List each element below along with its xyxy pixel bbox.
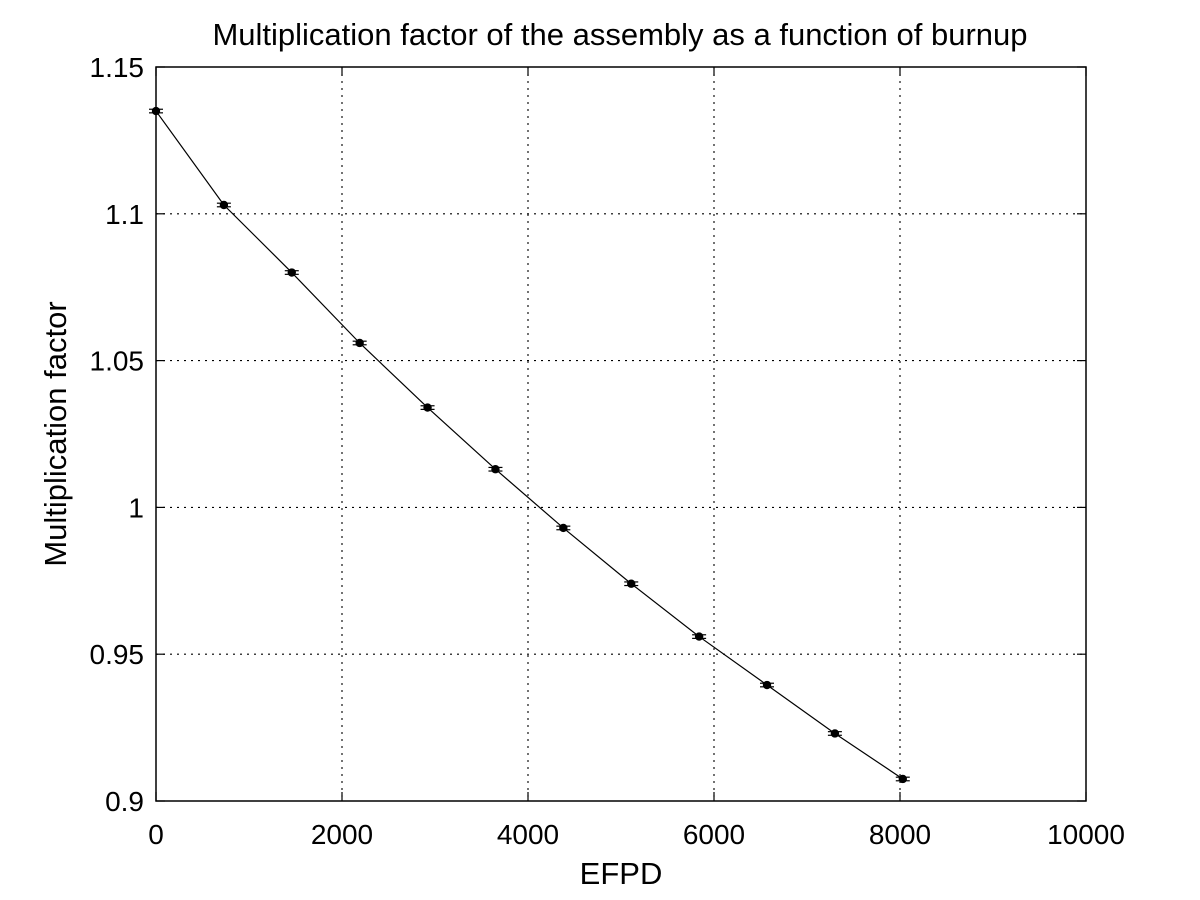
axes: 0 2000 4000 6000 8000 10000 0.9 0.95 1 1.05 1.1 1.1… <box>90 52 1125 850</box>
y-tick-label: 1.05 <box>90 346 145 377</box>
data-point <box>423 403 432 412</box>
x-tick-label: 10000 <box>1047 819 1125 850</box>
grid-lines <box>156 67 1086 801</box>
data-point <box>287 268 296 277</box>
data-point <box>627 579 636 588</box>
data-point <box>355 338 364 348</box>
chart-title: Multiplication factor of the assembly as… <box>212 17 1027 52</box>
x-tick-label: 6000 <box>683 819 745 850</box>
x-tick-label: 8000 <box>869 819 931 850</box>
y-tick-label: 0.95 <box>90 639 145 670</box>
data-point <box>762 680 772 690</box>
data-point <box>219 200 229 210</box>
y-axis-label: Multiplication factor <box>38 301 73 566</box>
data-point <box>830 729 840 738</box>
data-point <box>559 523 568 533</box>
series-line <box>155 110 904 780</box>
y-tick-label: 1.15 <box>90 52 145 83</box>
data-point <box>491 465 500 474</box>
data-point <box>151 106 161 116</box>
y-tick-label: 1 <box>128 492 144 523</box>
x-tick-label: 0 <box>148 819 164 850</box>
data-series <box>149 106 910 784</box>
data-point <box>694 632 704 641</box>
x-tick-label: 4000 <box>497 819 559 850</box>
y-tick-label: 1.1 <box>105 199 144 230</box>
x-tick-label: 2000 <box>311 819 373 850</box>
x-axis-label: EFPD <box>580 856 663 891</box>
y-tick-label: 0.9 <box>105 786 144 817</box>
data-point <box>898 774 907 784</box>
plot-frame <box>155 66 1087 802</box>
